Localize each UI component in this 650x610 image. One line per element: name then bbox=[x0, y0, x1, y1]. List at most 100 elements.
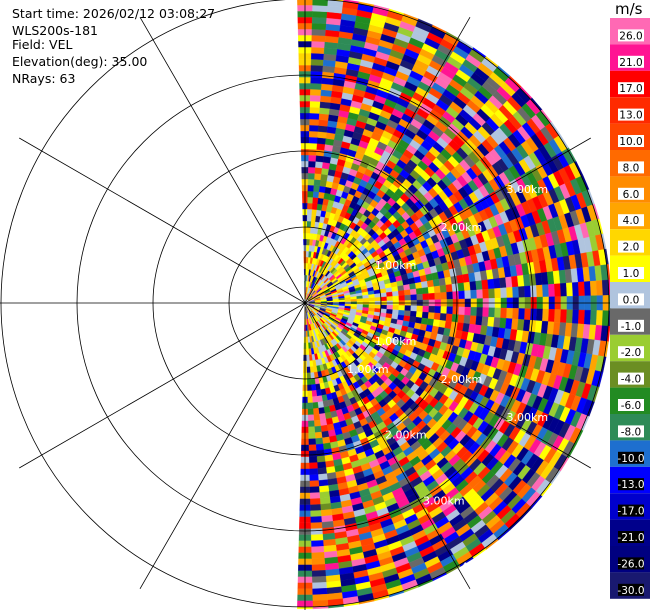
range-gate bbox=[482, 307, 490, 318]
range-gate bbox=[452, 306, 460, 315]
range-gate bbox=[315, 161, 324, 169]
range-gate bbox=[312, 197, 319, 204]
range-gate bbox=[506, 307, 514, 319]
polar-grid bbox=[0, 0, 635, 610]
range-gate bbox=[368, 297, 376, 302]
range-gate bbox=[313, 419, 321, 427]
range-gate bbox=[307, 178, 315, 186]
range-gate bbox=[312, 407, 320, 415]
range-gate bbox=[306, 354, 310, 362]
range-gate bbox=[319, 491, 330, 499]
range-gate bbox=[487, 278, 495, 290]
colorbar-tick-bg bbox=[618, 399, 644, 411]
range-gate bbox=[433, 285, 441, 294]
colorbar-tick-label: -21.0 bbox=[617, 532, 644, 544]
colorbar-unit: m/s bbox=[615, 0, 643, 18]
range-gate bbox=[310, 58, 324, 66]
range-gate bbox=[311, 582, 327, 590]
range-gate bbox=[308, 456, 318, 464]
range-gate bbox=[316, 143, 326, 151]
range-gate bbox=[310, 88, 322, 96]
range-gate bbox=[307, 408, 314, 416]
range-gate bbox=[311, 52, 325, 60]
azimuth-spoke bbox=[304, 302, 591, 469]
range-gate bbox=[319, 418, 328, 427]
range-gate bbox=[306, 378, 312, 386]
range-gate bbox=[316, 455, 326, 463]
range-gate bbox=[310, 534, 324, 542]
range-gate bbox=[356, 298, 364, 302]
range-gate bbox=[309, 480, 320, 488]
range-gate bbox=[464, 290, 472, 300]
range-gate bbox=[307, 190, 314, 198]
range-gate bbox=[314, 167, 323, 175]
range-gate bbox=[386, 304, 394, 310]
range-gate bbox=[308, 438, 316, 446]
colorbar-tick-bg bbox=[618, 55, 644, 68]
range-gate bbox=[344, 299, 352, 303]
range-gate bbox=[500, 287, 508, 299]
range-gate bbox=[350, 298, 358, 302]
range-gate bbox=[309, 118, 320, 126]
colorbar-tick-bg bbox=[618, 504, 644, 517]
range-gate bbox=[469, 281, 477, 291]
range-gate bbox=[463, 314, 471, 325]
colorbar-tick-bg bbox=[618, 108, 644, 121]
colorbar-tick-bg bbox=[618, 29, 644, 42]
range-gate bbox=[319, 101, 331, 109]
range-gate bbox=[307, 414, 315, 422]
colorbar-tick-bg bbox=[618, 161, 644, 174]
start-time-text: Start time: 2026/02/12 03:08:27 bbox=[12, 6, 216, 21]
range-gate bbox=[312, 593, 328, 602]
range-gate bbox=[310, 372, 315, 379]
range-gate bbox=[530, 308, 538, 321]
range-gate bbox=[554, 309, 562, 323]
range-gate bbox=[420, 317, 429, 326]
range-gate bbox=[560, 309, 568, 324]
colorbar-tick-bg bbox=[618, 425, 644, 438]
range-gate bbox=[338, 299, 346, 303]
range-gate bbox=[392, 290, 399, 297]
range-gate bbox=[309, 94, 321, 102]
azimuth-spoke bbox=[139, 17, 306, 304]
range-gate bbox=[318, 479, 329, 487]
range-gate bbox=[310, 516, 322, 524]
range-gate bbox=[572, 309, 580, 324]
range-gate bbox=[446, 306, 454, 315]
range-gate bbox=[313, 185, 321, 193]
range-gate bbox=[566, 282, 574, 297]
ring-label: 3.00km bbox=[506, 183, 548, 196]
range-gate bbox=[307, 196, 314, 204]
range-gate bbox=[305, 342, 309, 350]
range-gate bbox=[518, 286, 526, 298]
range-gate bbox=[315, 443, 324, 451]
colorbar-tick-bg bbox=[618, 583, 644, 596]
range-gate bbox=[317, 401, 324, 409]
range-gate bbox=[310, 528, 323, 536]
range-gate bbox=[309, 124, 319, 132]
range-gate bbox=[314, 173, 322, 181]
colorbar-tick-bg bbox=[618, 82, 644, 95]
range-gate bbox=[318, 413, 326, 421]
range-gate bbox=[548, 309, 556, 323]
range-gate bbox=[311, 384, 317, 391]
range-gate bbox=[310, 378, 316, 385]
range-gate bbox=[404, 289, 411, 296]
colorbar-tick-bg bbox=[618, 240, 644, 253]
range-gate bbox=[433, 312, 441, 321]
colorbar-tick-bg bbox=[618, 319, 644, 332]
colorbar-tick-bg bbox=[618, 267, 644, 279]
range-gate bbox=[316, 461, 327, 469]
colorbar-tick-label: 6.0 bbox=[623, 189, 640, 201]
colorbar-tick-bg bbox=[618, 531, 644, 543]
range-gate bbox=[309, 100, 321, 108]
range-gate bbox=[470, 307, 478, 317]
range-gate bbox=[310, 76, 323, 84]
range-gate bbox=[320, 424, 329, 433]
range-gate bbox=[481, 279, 489, 290]
range-gate bbox=[434, 306, 442, 314]
range-gate bbox=[310, 510, 322, 518]
range-gate bbox=[398, 305, 406, 311]
range-gate bbox=[321, 430, 330, 439]
range-gate bbox=[374, 293, 381, 298]
